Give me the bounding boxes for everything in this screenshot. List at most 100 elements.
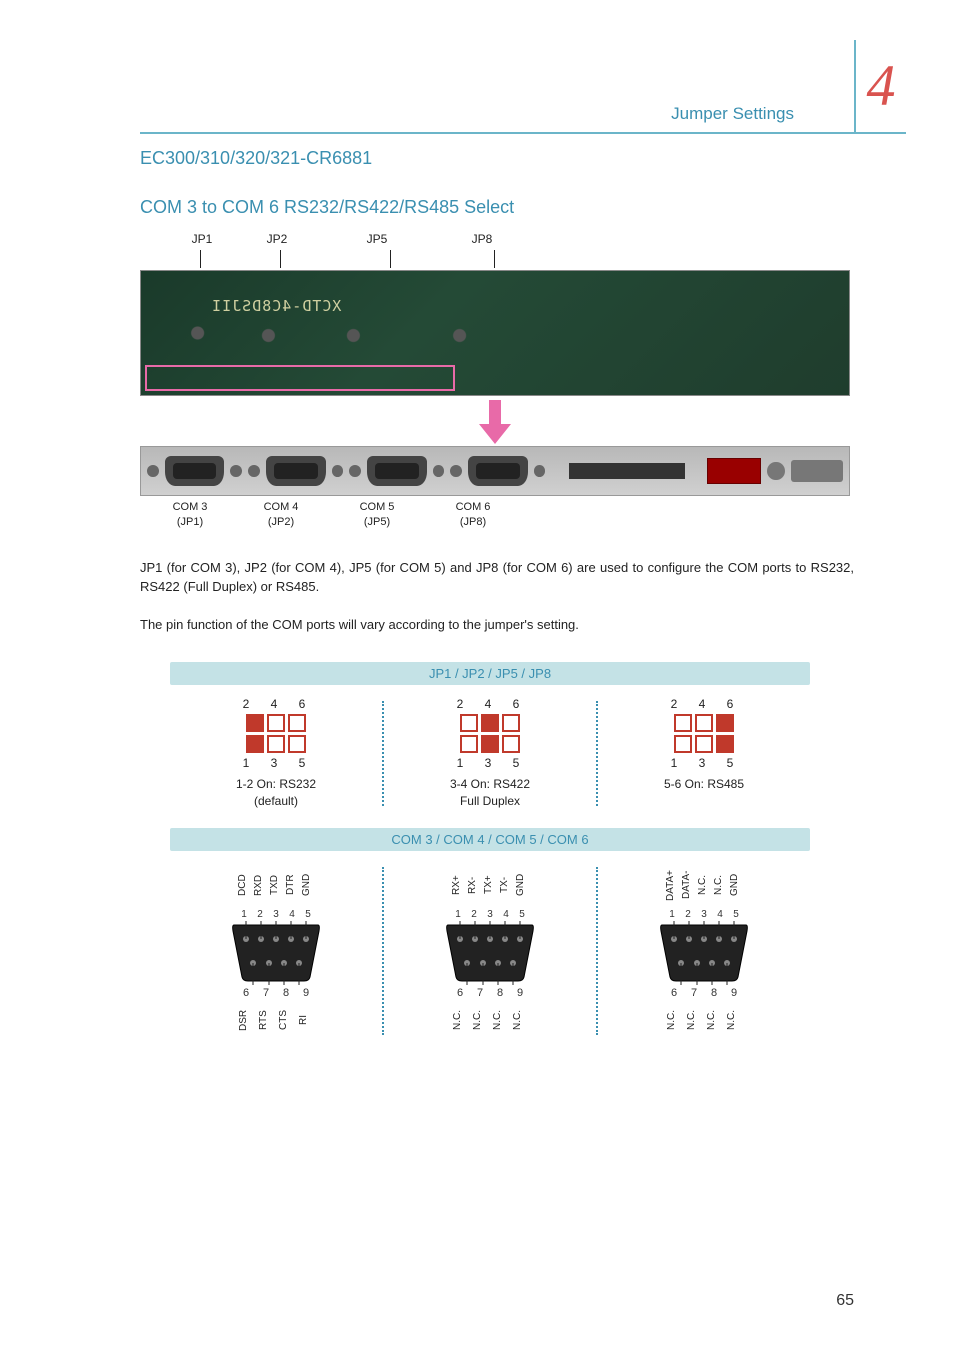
db9-port — [165, 456, 225, 486]
jumper-settings-table: JP1 / JP2 / JP5 / JP8 2 4 6 1 3 5 1-2 On… — [170, 662, 810, 1057]
board-model-title: EC300/310/320/321-CR6881 — [140, 148, 854, 169]
num: 7 — [258, 987, 274, 999]
pin-6 — [288, 714, 306, 732]
label-line2: (default) — [254, 794, 298, 808]
num: 9 — [512, 987, 528, 999]
num: 3 — [269, 909, 283, 920]
screw-icon — [450, 465, 462, 477]
pin-nums-top: 1 2 3 4 5 — [665, 909, 743, 920]
pin-nums-bot: 6 7 8 9 — [666, 987, 742, 999]
db9-icon — [658, 921, 750, 985]
pin-grid — [460, 714, 520, 753]
subtitle: COM 3 to COM 6 RS232/RS422/RS485 Select — [140, 197, 854, 218]
io-panel-photo — [140, 446, 850, 496]
num: 8 — [278, 987, 294, 999]
pcb-photo: XCTD-4C8DSJII — [140, 270, 850, 396]
pin-label: RX- — [467, 863, 481, 907]
pin-label: DCD — [237, 863, 251, 907]
chapter-box: 4 — [854, 40, 906, 134]
pin-names-bot: DSR RTS CTS RI — [238, 1001, 314, 1039]
pin-5 — [288, 735, 306, 753]
jumper-cell-rs485: 2 4 6 1 3 5 5-6 On: RS485 — [598, 697, 810, 810]
pin-label: GND — [729, 863, 743, 907]
pin-label: RX+ — [451, 863, 465, 907]
pin-names-bot: N.C. N.C. N.C. N.C. — [452, 1001, 528, 1039]
pin-nums-bot: 6 7 8 9 — [452, 987, 528, 999]
num: 9 — [298, 987, 314, 999]
screw-icon — [534, 465, 546, 477]
pin-1 — [460, 735, 478, 753]
pin-label: N.C. — [452, 1001, 468, 1039]
num: 8 — [706, 987, 722, 999]
pin-top-nums: 2 4 6 — [452, 697, 529, 711]
pin-label: DATA+ — [665, 863, 679, 907]
paragraph-1: JP1 (for COM 3), JP2 (for COM 4), JP5 (f… — [140, 558, 854, 597]
jumper-cell-rs232: 2 4 6 1 3 5 1-2 On: RS232 (default) — [170, 697, 382, 810]
table-header-1: JP1 / JP2 / JP5 / JP8 — [170, 662, 810, 685]
pin-grid — [246, 714, 306, 753]
com-name: COM 6 — [456, 501, 491, 513]
pin-label: TXD — [269, 863, 283, 907]
pin-nums-top: 1 2 3 4 5 — [237, 909, 315, 920]
pin-1 — [246, 735, 264, 753]
page-content: EC300/310/320/321-CR6881 COM 3 to COM 6 … — [140, 148, 854, 1057]
screw-icon — [147, 465, 159, 477]
num: 2 — [467, 909, 481, 920]
num: 4 — [713, 909, 727, 920]
com-jp: (JP8) — [460, 516, 486, 528]
num: 6 — [452, 987, 468, 999]
pin-2 — [674, 714, 692, 732]
num: 3 — [697, 909, 711, 920]
table-header-2: COM 3 / COM 4 / COM 5 / COM 6 — [170, 828, 810, 851]
jumper-diagram: 2 4 6 1 3 5 — [238, 697, 315, 770]
pin-label: CTS — [278, 1001, 294, 1039]
com-jp: (JP2) — [268, 516, 294, 528]
pin-label: N.C. — [697, 863, 711, 907]
num: 3 — [483, 909, 497, 920]
pin-6 — [502, 714, 520, 732]
pin-3 — [695, 735, 713, 753]
pin-1 — [674, 735, 692, 753]
paragraph-2: The pin function of the COM ports will v… — [140, 615, 854, 635]
pin-nums-top: 1 2 3 4 5 — [451, 909, 529, 920]
db9-pinout: DATA+ DATA- N.C. N.C. GND 1 2 3 4 5 — [658, 863, 750, 1039]
pin-label: RXD — [253, 863, 267, 907]
num: 1 — [451, 909, 465, 920]
callout-lines — [172, 250, 854, 270]
callout-jp8: JP8 — [432, 232, 532, 246]
com-name: COM 4 — [264, 501, 299, 513]
db9-pinout: RX+ RX- TX+ TX- GND 1 2 3 4 5 — [444, 863, 536, 1039]
pin-bot-nums: 1 3 5 — [666, 756, 743, 770]
jumper-row: 2 4 6 1 3 5 1-2 On: RS232 (default) 2 4 … — [170, 685, 810, 828]
com-jp: (JP1) — [177, 516, 203, 528]
callout-jp1: JP1 — [172, 232, 232, 246]
arrow-down-icon — [140, 400, 850, 444]
pin-label: DTR — [285, 863, 299, 907]
pin-4 — [481, 714, 499, 732]
num: 4 — [285, 909, 299, 920]
pin-3 — [481, 735, 499, 753]
screw-icon — [433, 465, 445, 477]
num: 8 — [492, 987, 508, 999]
screw-icon — [767, 462, 784, 480]
slot — [569, 463, 685, 479]
com3-callout: COM 3 (JP1) — [146, 500, 234, 530]
pinout-row: DCD RXD TXD DTR GND 1 2 3 4 5 — [170, 851, 810, 1057]
num: 2 — [253, 909, 267, 920]
pin-names-top: DATA+ DATA- N.C. N.C. GND — [665, 863, 743, 907]
num: 7 — [686, 987, 702, 999]
pin-label: GND — [515, 863, 529, 907]
db9-icon — [230, 921, 322, 985]
num: 7 — [472, 987, 488, 999]
board-silkscreen-text: XCTD-4C8DSJII — [211, 297, 341, 315]
header-bar: Jumper Settings — [140, 88, 854, 134]
pin-6 — [716, 714, 734, 732]
label-line1: 3-4 On: RS422 — [450, 777, 530, 791]
dip-switch — [707, 458, 761, 484]
num: 5 — [729, 909, 743, 920]
pin-label: N.C. — [713, 863, 727, 907]
label-line1: 1-2 On: RS232 — [236, 777, 316, 791]
com4-callout: COM 4 (JP2) — [234, 500, 328, 530]
com5-callout: COM 5 (JP5) — [328, 500, 426, 530]
db9-icon — [444, 921, 536, 985]
